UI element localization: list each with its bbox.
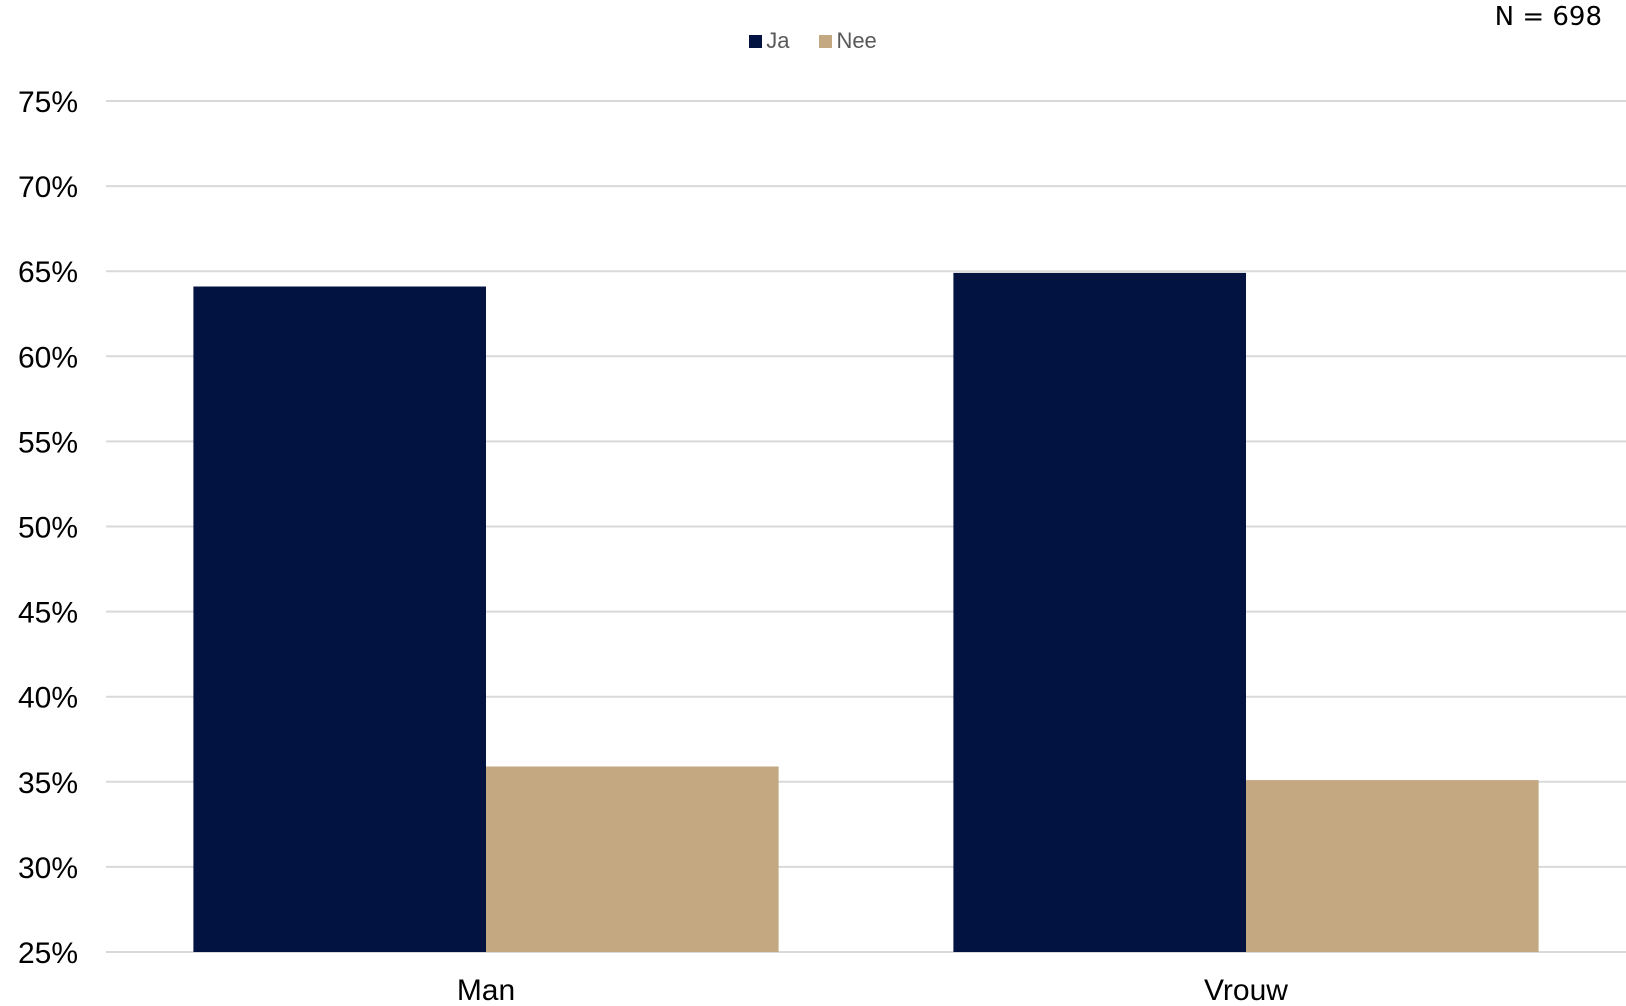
y-tick-label: 65% — [18, 256, 78, 289]
y-tick-label: 35% — [18, 767, 78, 800]
bar-nee-vrouw — [1246, 780, 1539, 952]
bar-nee-man — [486, 766, 779, 952]
legend-label-ja: Ja — [766, 28, 790, 53]
sample-size-label: N = 698 — [1494, 2, 1602, 32]
bar-ja-man — [193, 286, 486, 952]
x-tick-label: Vrouw — [1204, 974, 1288, 1006]
bars — [193, 272, 1539, 953]
bar-ja-vrouw — [953, 272, 1246, 953]
chart-legend: Ja Nee — [0, 28, 1626, 54]
y-tick-label: 25% — [18, 937, 78, 970]
y-tick-label: 40% — [18, 682, 78, 715]
y-tick-label: 60% — [18, 341, 78, 374]
y-tick-label: 70% — [18, 171, 78, 204]
legend-swatch-nee — [819, 34, 833, 48]
y-tick-label: 75% — [18, 86, 78, 119]
y-tick-label: 45% — [18, 597, 78, 630]
legend-item-nee: Nee — [819, 28, 877, 54]
x-axis-tick-labels: Man Vrouw — [457, 974, 1288, 1006]
legend-label-nee: Nee — [836, 28, 877, 53]
x-tick-label: Man — [457, 974, 515, 1006]
y-axis-tick-labels: 25% 30% 35% 40% 45% 50% 55% 60% 65% 70% 75% — [18, 86, 78, 970]
legend-item-ja: Ja — [749, 28, 789, 54]
y-tick-label: 50% — [18, 512, 78, 545]
y-tick-label: 55% — [18, 426, 78, 459]
legend-swatch-ja — [749, 34, 763, 48]
y-tick-label: 30% — [18, 852, 78, 885]
